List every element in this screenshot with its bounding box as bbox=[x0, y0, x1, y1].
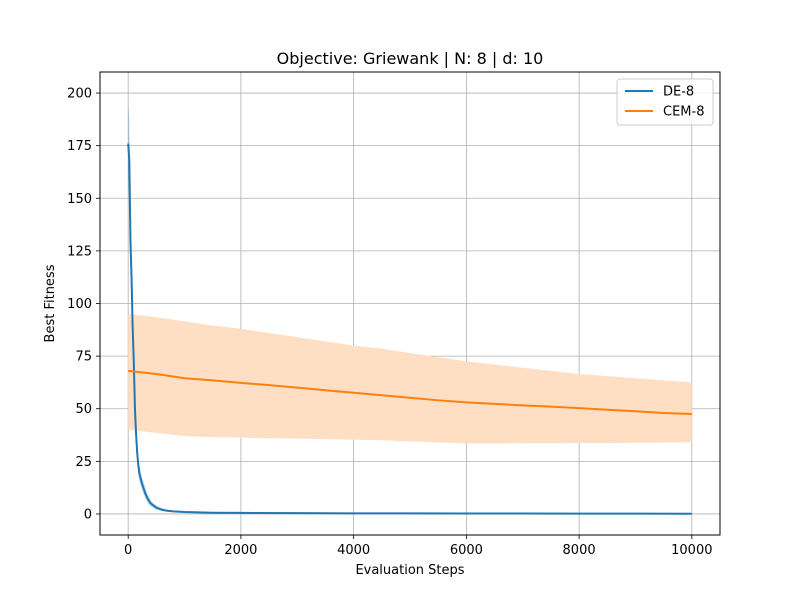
series-lines bbox=[127, 143, 692, 515]
y-tick-label: 100 bbox=[67, 297, 92, 312]
y-tick-label: 75 bbox=[75, 350, 92, 365]
y-tick-label: 50 bbox=[75, 402, 92, 417]
x-tick-label: 4000 bbox=[337, 543, 370, 558]
y-tick-label: 175 bbox=[67, 139, 92, 154]
series-line-cem-8 bbox=[128, 369, 692, 415]
y-tick-label: 25 bbox=[75, 455, 92, 470]
y-tick-label: 125 bbox=[67, 244, 92, 259]
band-cem-8 bbox=[128, 314, 692, 444]
y-tick-label: 0 bbox=[84, 507, 92, 522]
legend-label-cem-8: CEM-8 bbox=[663, 105, 704, 120]
axis-ticks: 0 2000 4000 6000 8000 10000 0 25 50 75 100 125 150 17… bbox=[67, 87, 712, 558]
x-tick-label: 2000 bbox=[224, 543, 257, 558]
x-tick-label: 6000 bbox=[450, 543, 483, 558]
chart-title: Objective: Griewank | N: 8 | d: 10 bbox=[277, 49, 544, 68]
y-tick-label: 200 bbox=[67, 87, 92, 102]
confidence-bands bbox=[128, 103, 692, 514]
y-axis-label: Best Fitness bbox=[43, 264, 58, 342]
x-tick-label: 10000 bbox=[671, 543, 712, 558]
y-tick-label: 150 bbox=[67, 192, 92, 207]
x-tick-label: 0 bbox=[124, 543, 132, 558]
grid-lines bbox=[100, 72, 720, 535]
x-axis-label: Evaluation Steps bbox=[355, 563, 464, 578]
x-tick-label: 8000 bbox=[563, 543, 596, 558]
series-line-de-8 bbox=[127, 143, 692, 515]
legend-label-de-8: DE-8 bbox=[663, 85, 694, 100]
legend: DE-8 CEM-8 bbox=[616, 78, 714, 126]
band-de-8 bbox=[128, 103, 692, 514]
